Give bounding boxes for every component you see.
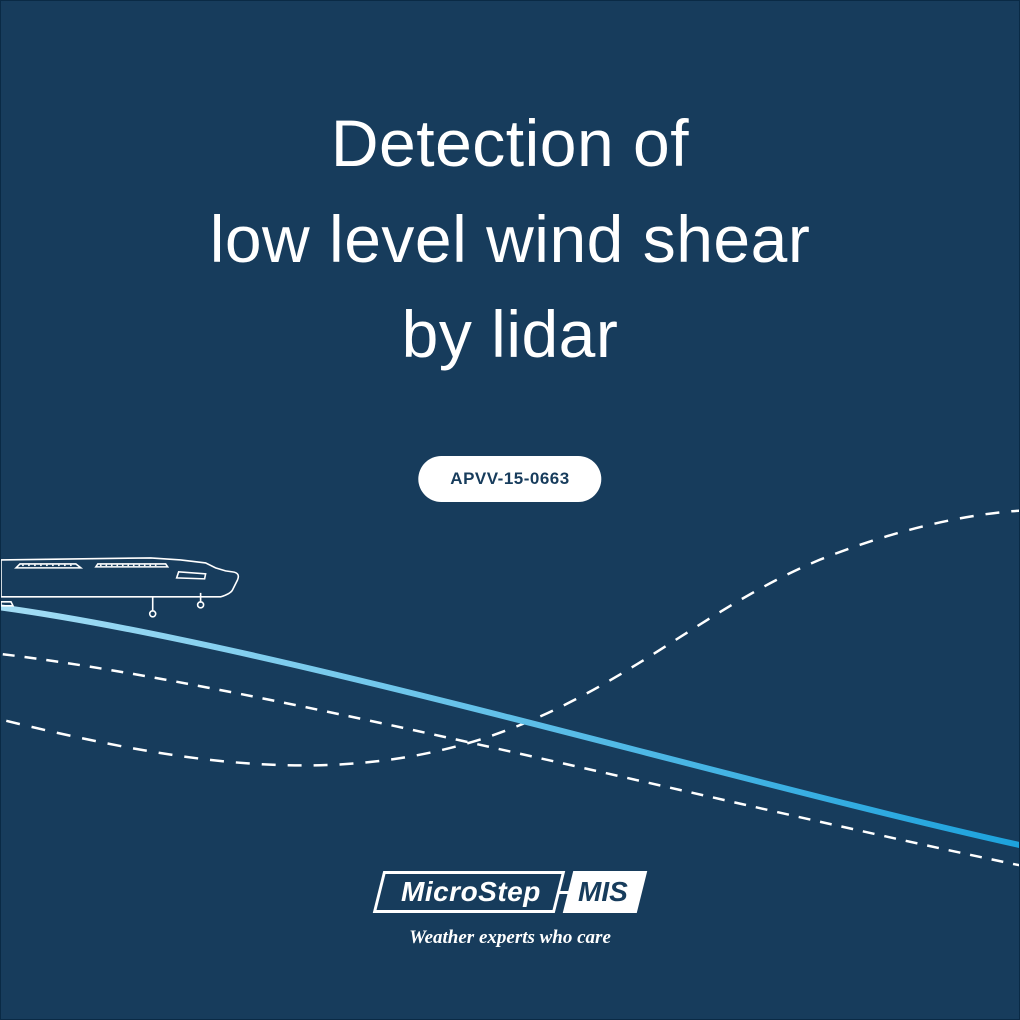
aircraft-body	[1, 558, 238, 606]
page-title: Detection of low level wind shear by lid…	[1, 96, 1019, 383]
landing-gear	[150, 593, 204, 617]
dashed-lower-path	[1, 652, 1019, 870]
aircraft-windows-1	[22, 564, 72, 566]
aircraft-windows-2	[100, 564, 157, 566]
cover-page: Detection of low level wind shear by lid…	[0, 0, 1020, 1020]
logo-block: MicroStep MIS Weather experts who care	[1, 871, 1019, 949]
dashed-wave-path	[1, 510, 1019, 765]
logo-right-text: MIS	[578, 876, 628, 908]
logo-left-box: MicroStep	[373, 871, 565, 913]
logo-tagline: Weather experts who care	[409, 927, 611, 949]
project-code-pill: APVV-15-0663	[418, 456, 601, 502]
title-line-3: by lidar	[1, 287, 1019, 383]
solid-curve-path	[1, 605, 1019, 850]
title-line-2: low level wind shear	[1, 192, 1019, 288]
aircraft-icon	[1, 558, 238, 617]
logo-left-text: MicroStep	[401, 876, 541, 908]
title-line-1: Detection of	[1, 96, 1019, 192]
logo-row: MicroStep MIS	[378, 871, 642, 913]
logo-right-box: MIS	[563, 871, 647, 913]
